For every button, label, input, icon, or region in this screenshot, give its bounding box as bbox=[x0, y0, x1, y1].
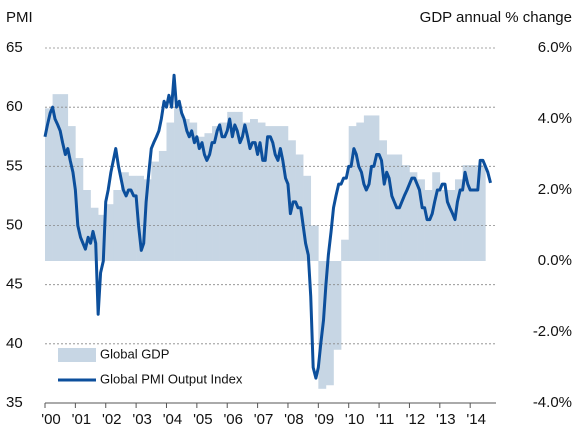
gdp-bar bbox=[250, 119, 258, 261]
gdp-bar bbox=[265, 126, 274, 261]
gdp-bar bbox=[401, 165, 410, 261]
line-layer bbox=[43, 73, 492, 380]
pmi-line bbox=[43, 73, 492, 380]
gdp-bar bbox=[98, 214, 107, 261]
gdp-bar bbox=[257, 122, 266, 261]
gdp-bar bbox=[52, 94, 61, 262]
gdp-bar bbox=[45, 108, 53, 261]
gdp-bar bbox=[417, 179, 425, 261]
x-tick-label: '06 bbox=[223, 411, 243, 428]
gdp-bar bbox=[447, 190, 456, 261]
x-tick-label: '07 bbox=[254, 411, 274, 428]
y-tick-label: 50 bbox=[6, 216, 23, 233]
gdp-bar bbox=[379, 140, 387, 261]
gdp-bar bbox=[409, 172, 418, 261]
gdp-bar bbox=[386, 154, 395, 261]
gdp-bar bbox=[174, 108, 182, 261]
gdp-bar bbox=[234, 111, 243, 262]
gdp-bar bbox=[280, 126, 289, 261]
x-tick-label: '14 bbox=[466, 411, 486, 428]
gdp-bar bbox=[470, 165, 479, 261]
x-tick-label: '10 bbox=[345, 411, 365, 428]
y-tick-label: 40 bbox=[6, 335, 23, 352]
y2-axis-title: GDP annual % change bbox=[420, 9, 572, 26]
legend-label: Global PMI Output Index bbox=[100, 371, 243, 386]
legend-label: Global GDP bbox=[100, 346, 169, 361]
gdp-bar bbox=[67, 126, 76, 261]
y-tick-label: 35 bbox=[6, 394, 23, 411]
gdp-bar bbox=[424, 190, 433, 261]
gdp-bar bbox=[136, 175, 145, 261]
gdp-bar bbox=[310, 225, 319, 261]
y-axis-title: PMI bbox=[6, 9, 33, 26]
gdp-bar bbox=[105, 204, 114, 261]
x-tick-label: '08 bbox=[284, 411, 304, 428]
gdp-bar bbox=[227, 111, 236, 262]
gdp-bar bbox=[181, 119, 190, 261]
x-tick-label: '02 bbox=[102, 411, 122, 428]
gdp-bar bbox=[371, 115, 380, 261]
x-tick-label: '12 bbox=[406, 411, 426, 428]
gdp-bar bbox=[242, 122, 251, 261]
y2-tick-label: 0.0% bbox=[538, 252, 572, 269]
legend-swatch bbox=[58, 348, 96, 362]
x-tick-label: '13 bbox=[436, 411, 456, 428]
gdp-bar bbox=[303, 175, 312, 261]
gdp-bar bbox=[75, 158, 84, 261]
gdp-bar bbox=[333, 261, 342, 350]
gdp-bar bbox=[212, 126, 220, 261]
gdp-bar bbox=[287, 140, 296, 261]
y2-tick-label: 6.0% bbox=[538, 39, 572, 56]
gdp-bar bbox=[143, 179, 152, 261]
gdp-bar bbox=[348, 126, 357, 261]
gdp-bar bbox=[272, 126, 281, 261]
y-tick-label: 60 bbox=[6, 98, 23, 115]
gdp-bar bbox=[120, 172, 129, 261]
x-tick-label: '05 bbox=[193, 411, 213, 428]
x-tick-label: '00 bbox=[41, 411, 61, 428]
gdp-bar bbox=[128, 175, 137, 261]
gdp-bar bbox=[477, 165, 486, 261]
y-tick-label: 45 bbox=[6, 276, 23, 293]
gdp-bar bbox=[189, 122, 198, 261]
x-tick-label: '11 bbox=[376, 411, 394, 428]
gdp-bar bbox=[325, 261, 334, 386]
gdp-bar bbox=[60, 94, 69, 262]
gdp-bar bbox=[204, 133, 213, 261]
gdp-bar bbox=[196, 136, 205, 261]
gdp-bar bbox=[151, 161, 160, 261]
gdp-bar bbox=[462, 165, 471, 261]
y2-tick-label: 4.0% bbox=[538, 110, 572, 127]
y-tick-label: 65 bbox=[6, 39, 23, 56]
gdp-bar bbox=[439, 190, 448, 261]
gdp-bar bbox=[341, 239, 350, 261]
y2-tick-label: -2.0% bbox=[533, 323, 572, 340]
bars-layer bbox=[45, 94, 486, 389]
gdp-bar bbox=[356, 122, 365, 261]
gdp-bar bbox=[219, 122, 228, 261]
x-tick-label: '04 bbox=[163, 411, 183, 428]
gdp-bar bbox=[166, 122, 175, 261]
x-tick-label: '01 bbox=[72, 411, 92, 428]
gdp-bar bbox=[432, 172, 441, 261]
x-tick-label: '09 bbox=[315, 411, 335, 428]
gdp-bar bbox=[158, 150, 167, 261]
gdp-bar bbox=[455, 179, 463, 261]
x-tick-label: '03 bbox=[132, 411, 152, 428]
y2-tick-label: 2.0% bbox=[538, 181, 572, 198]
y2-tick-label: -4.0% bbox=[533, 394, 572, 411]
y-tick-label: 55 bbox=[6, 157, 23, 174]
